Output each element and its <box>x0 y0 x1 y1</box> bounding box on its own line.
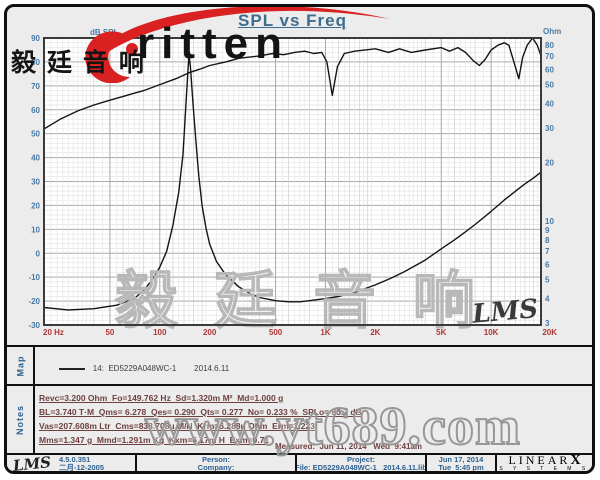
svg-text:80: 80 <box>545 41 554 50</box>
svg-text:9: 9 <box>545 226 550 235</box>
report-frame: 毅 廷 音 响 LMS 90 80 70 60 50 40 30 20 10 0 -10 -20 -30 80… <box>4 4 595 474</box>
lms-version: 4.5.0.351 <box>58 455 91 464</box>
measured-timestamp: Measured: Jun 11, 2014 Wed 9:41am <box>275 442 423 451</box>
svg-text:80: 80 <box>31 58 40 67</box>
legend-text: 14: ED5229A048WC-1 2014.6.11 <box>92 364 230 373</box>
svg-text:100: 100 <box>153 328 167 337</box>
notes-section-label: Notes <box>7 386 35 453</box>
svg-text:40: 40 <box>31 154 40 163</box>
legend-entry: 14: ED5229A048WC-1 2014.6.11 <box>41 355 229 382</box>
print-time: Tue 5:45 pm <box>438 463 484 472</box>
svg-text:50: 50 <box>545 81 554 90</box>
svg-text:50: 50 <box>105 328 114 337</box>
svg-text:5: 5 <box>545 276 550 285</box>
svg-text:60: 60 <box>31 106 40 115</box>
lms-build-date: 二月-12-2005 <box>58 463 105 472</box>
svg-text:500: 500 <box>269 328 283 337</box>
page-title: SPL vs Freq <box>238 11 347 30</box>
svg-text:60: 60 <box>545 65 554 74</box>
svg-text:-30: -30 <box>28 321 40 330</box>
ts-param-line: BL=3.740 T·M Qms= 6.278 Qes= 0.290 Qts= … <box>39 407 362 417</box>
svg-text:30: 30 <box>545 124 554 133</box>
svg-text:8: 8 <box>545 236 550 245</box>
footer-person-cell: Person: Company: <box>137 455 297 472</box>
svg-text:20K: 20K <box>542 328 557 337</box>
footer-version-cell: LMS 4.5.0.351 二月-12-2005 <box>7 455 137 473</box>
print-date: Jun 17, 2014 <box>438 455 484 464</box>
ts-param-line: Revc=3.200 Ohm Fo=149.762 Hz Sd=1.320m M… <box>39 393 284 403</box>
map-section-label: Map <box>7 347 35 384</box>
file-name: File: ED5229A048WC-1 2014.6.11.lib <box>297 463 427 472</box>
svg-text:0: 0 <box>36 249 41 258</box>
svg-text:40: 40 <box>545 100 554 109</box>
svg-text:200: 200 <box>203 328 217 337</box>
footer-date-cell: Jun 17, 2014 Tue 5:45 pm <box>427 455 497 472</box>
spl-impedance-plot: 毅 廷 音 响LMS9080706050403020100-10-20-3080… <box>28 27 561 337</box>
project-label: Project: <box>347 455 375 464</box>
svg-text:-20: -20 <box>28 297 40 306</box>
footer-project-cell: Project: File: ED5229A048WC-1 2014.6.11.… <box>297 455 427 472</box>
svg-text:Ohm: Ohm <box>543 27 561 36</box>
footer-bar: LMS 4.5.0.351 二月-12-2005 Person: Company… <box>7 453 592 473</box>
ts-param-line: Vas=207.608m Ltr Cms=838.708u M/N Krm=6.… <box>39 421 315 431</box>
svg-text:7: 7 <box>545 247 550 256</box>
ts-parameters: Revc=3.200 Ohm Fo=149.762 Hz Sd=1.320m M… <box>39 391 588 447</box>
svg-text:20: 20 <box>545 158 554 167</box>
svg-text:4: 4 <box>545 295 550 304</box>
linearx-logo: LINEARX S Y S T E M S <box>499 455 590 472</box>
svg-text:2K: 2K <box>370 328 380 337</box>
person-label: Person: <box>202 455 230 464</box>
lms-logo: LMS <box>12 455 52 473</box>
map-section: Map 14: ED5229A048WC-1 2014.6.11 <box>7 345 592 384</box>
svg-text:5K: 5K <box>436 328 446 337</box>
svg-text:70: 70 <box>31 82 40 91</box>
svg-text:20 Hz: 20 Hz <box>43 328 64 337</box>
ts-param-line: Mms=1.347 g Mmd=1.291m Kg Kxm=6.17m H Ex… <box>39 435 270 445</box>
footer-linearx-cell: LINEARX S Y S T E M S <box>497 455 592 472</box>
svg-text:90: 90 <box>31 34 40 43</box>
company-label: Company: <box>197 463 235 472</box>
svg-text:10: 10 <box>545 217 554 226</box>
svg-text:1K: 1K <box>320 328 330 337</box>
svg-text:3: 3 <box>545 319 550 328</box>
svg-text:30: 30 <box>31 178 40 187</box>
svg-text:70: 70 <box>545 52 554 61</box>
svg-text:50: 50 <box>31 130 40 139</box>
svg-text:6: 6 <box>545 260 550 269</box>
svg-text:10: 10 <box>31 225 40 234</box>
svg-text:-10: -10 <box>28 273 40 282</box>
svg-text:LMS: LMS <box>470 294 539 330</box>
legend-line-swatch <box>58 367 85 370</box>
svg-text:20: 20 <box>31 201 40 210</box>
svg-text:10K: 10K <box>484 328 499 337</box>
notes-section: Notes Revc=3.200 Ohm Fo=149.762 Hz Sd=1.… <box>7 384 592 453</box>
